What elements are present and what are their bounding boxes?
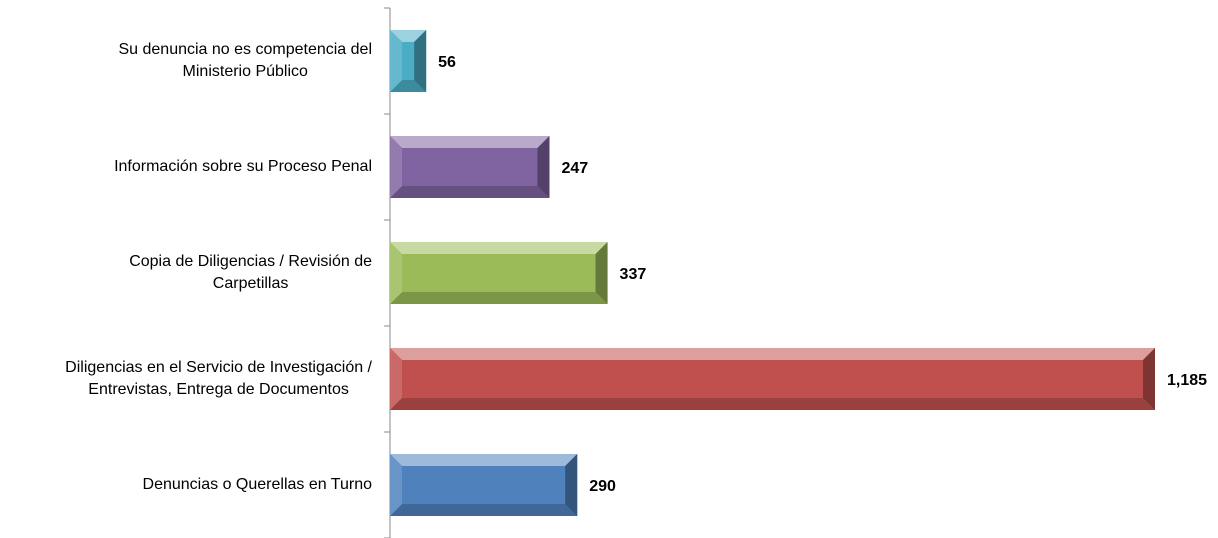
bevel xyxy=(390,30,427,42)
bevel xyxy=(390,348,1155,360)
category-text: Información sobre su Proceso Penal xyxy=(114,158,372,175)
value-label: 337 xyxy=(620,266,647,283)
category-text: Su denuncia no es competencia del Minist… xyxy=(118,41,372,80)
bevel xyxy=(565,454,578,516)
category-label: Diligencias en el Servicio de Investigac… xyxy=(0,357,372,401)
value-label: 290 xyxy=(589,478,616,495)
value-label: 1,185 xyxy=(1167,372,1207,389)
category-text: Diligencias en el Servicio de Investigac… xyxy=(65,359,372,398)
bevel xyxy=(414,30,427,92)
bar-group xyxy=(390,30,427,92)
bevel xyxy=(390,136,550,148)
bevel xyxy=(390,136,402,198)
bar-group xyxy=(390,242,608,304)
bar-group xyxy=(390,454,578,516)
bevel xyxy=(390,504,578,516)
bevel xyxy=(390,398,1155,410)
category-label: Copia de Diligencias / Revisión de Carpe… xyxy=(0,251,372,295)
bevel xyxy=(1143,348,1155,410)
value-label: 56 xyxy=(438,54,456,71)
bevel xyxy=(390,186,550,198)
category-label: Denuncias o Querellas en Turno xyxy=(0,474,372,496)
category-text: Copia de Diligencias / Revisión de Carpe… xyxy=(129,253,372,292)
bevel xyxy=(390,454,578,466)
category-label: Su denuncia no es competencia del Minist… xyxy=(0,39,372,83)
value-label: 247 xyxy=(561,160,588,177)
bar-group xyxy=(390,136,550,198)
bevel xyxy=(390,30,402,92)
bevel xyxy=(390,454,402,516)
bevel xyxy=(595,242,608,304)
bevel xyxy=(390,80,427,92)
bevel xyxy=(390,242,608,254)
category-label: Información sobre su Proceso Penal xyxy=(0,156,372,178)
bar-group xyxy=(390,348,1155,410)
category-text: Denuncias o Querellas en Turno xyxy=(142,476,372,493)
bevel xyxy=(537,136,550,198)
bevel xyxy=(390,348,402,410)
bevel xyxy=(390,242,402,304)
bevel xyxy=(390,292,608,304)
